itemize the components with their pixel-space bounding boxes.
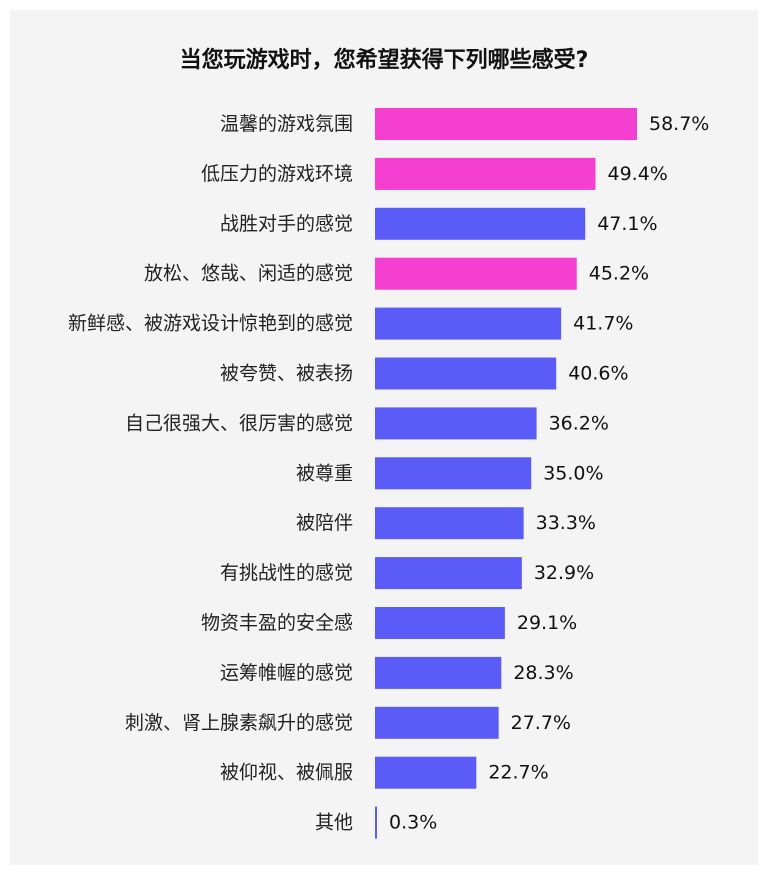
bar-11	[375, 656, 502, 689]
bar-0	[375, 108, 637, 140]
chart-title: 当您玩游戏时，您希望获得下列哪些感受?	[179, 48, 589, 73]
category-label-13: 被仰视、被佩服	[220, 762, 353, 784]
category-label-4: 新鲜感、被游戏设计惊艳到的感觉	[68, 313, 353, 335]
bar-12	[375, 706, 499, 739]
value-label-14: 0.3%	[389, 812, 437, 834]
category-label-12: 刺激、肾上腺素飙升的感觉	[125, 712, 353, 734]
bar-6	[375, 407, 537, 440]
category-label-6: 自己很强大、很厉害的感觉	[125, 412, 353, 434]
category-label-9: 有挑战性的感觉	[220, 562, 353, 584]
value-label-1: 49.4%	[607, 163, 667, 185]
value-label-12: 27.7%	[511, 712, 571, 734]
bar-10	[375, 607, 505, 639]
value-label-5: 40.6%	[568, 363, 628, 385]
category-label-5: 被夸赞、被表扬	[220, 363, 353, 385]
bar-9	[375, 557, 522, 590]
value-label-4: 41.7%	[573, 313, 633, 335]
category-label-7: 被尊重	[296, 462, 353, 484]
value-label-3: 45.2%	[589, 263, 649, 285]
category-label-2: 战胜对手的感觉	[220, 213, 353, 235]
bar-4	[375, 307, 562, 340]
value-label-6: 36.2%	[549, 412, 609, 434]
value-label-2: 47.1%	[597, 213, 657, 235]
value-label-7: 35.0%	[543, 462, 603, 484]
bar-5	[375, 357, 557, 390]
value-label-8: 33.3%	[536, 512, 596, 534]
chart-card: 当您玩游戏时，您希望获得下列哪些感受? 温馨的游戏氛围 58.7% 低压力的游戏环境…	[10, 10, 758, 865]
category-label-11: 运筹帷幄的感觉	[220, 662, 353, 684]
bar-8	[375, 507, 524, 540]
category-label-3: 放松、悠哉、闲适的感觉	[144, 263, 353, 285]
bar-7	[375, 457, 532, 490]
bar-13	[375, 756, 477, 789]
value-label-11: 28.3%	[513, 662, 573, 684]
category-label-8: 被陪伴	[296, 512, 353, 534]
bar-14	[375, 806, 377, 839]
category-label-14: 其他	[315, 812, 353, 834]
bar-chart: 温馨的游戏氛围 58.7% 低压力的游戏环境 49.4% 战胜对手的感觉 47.1% 放松、…	[68, 108, 709, 839]
value-label-9: 32.9%	[534, 562, 594, 584]
value-label-10: 29.1%	[517, 612, 577, 634]
bar-3	[375, 257, 577, 290]
bar-1	[375, 157, 596, 190]
bar-2	[375, 207, 586, 240]
category-label-10: 物资丰盈的安全感	[201, 612, 353, 634]
category-label-0: 温馨的游戏氛围	[220, 113, 353, 135]
value-label-0: 58.7%	[649, 113, 709, 135]
category-label-1: 低压力的游戏环境	[201, 163, 353, 185]
value-label-13: 22.7%	[488, 762, 548, 784]
